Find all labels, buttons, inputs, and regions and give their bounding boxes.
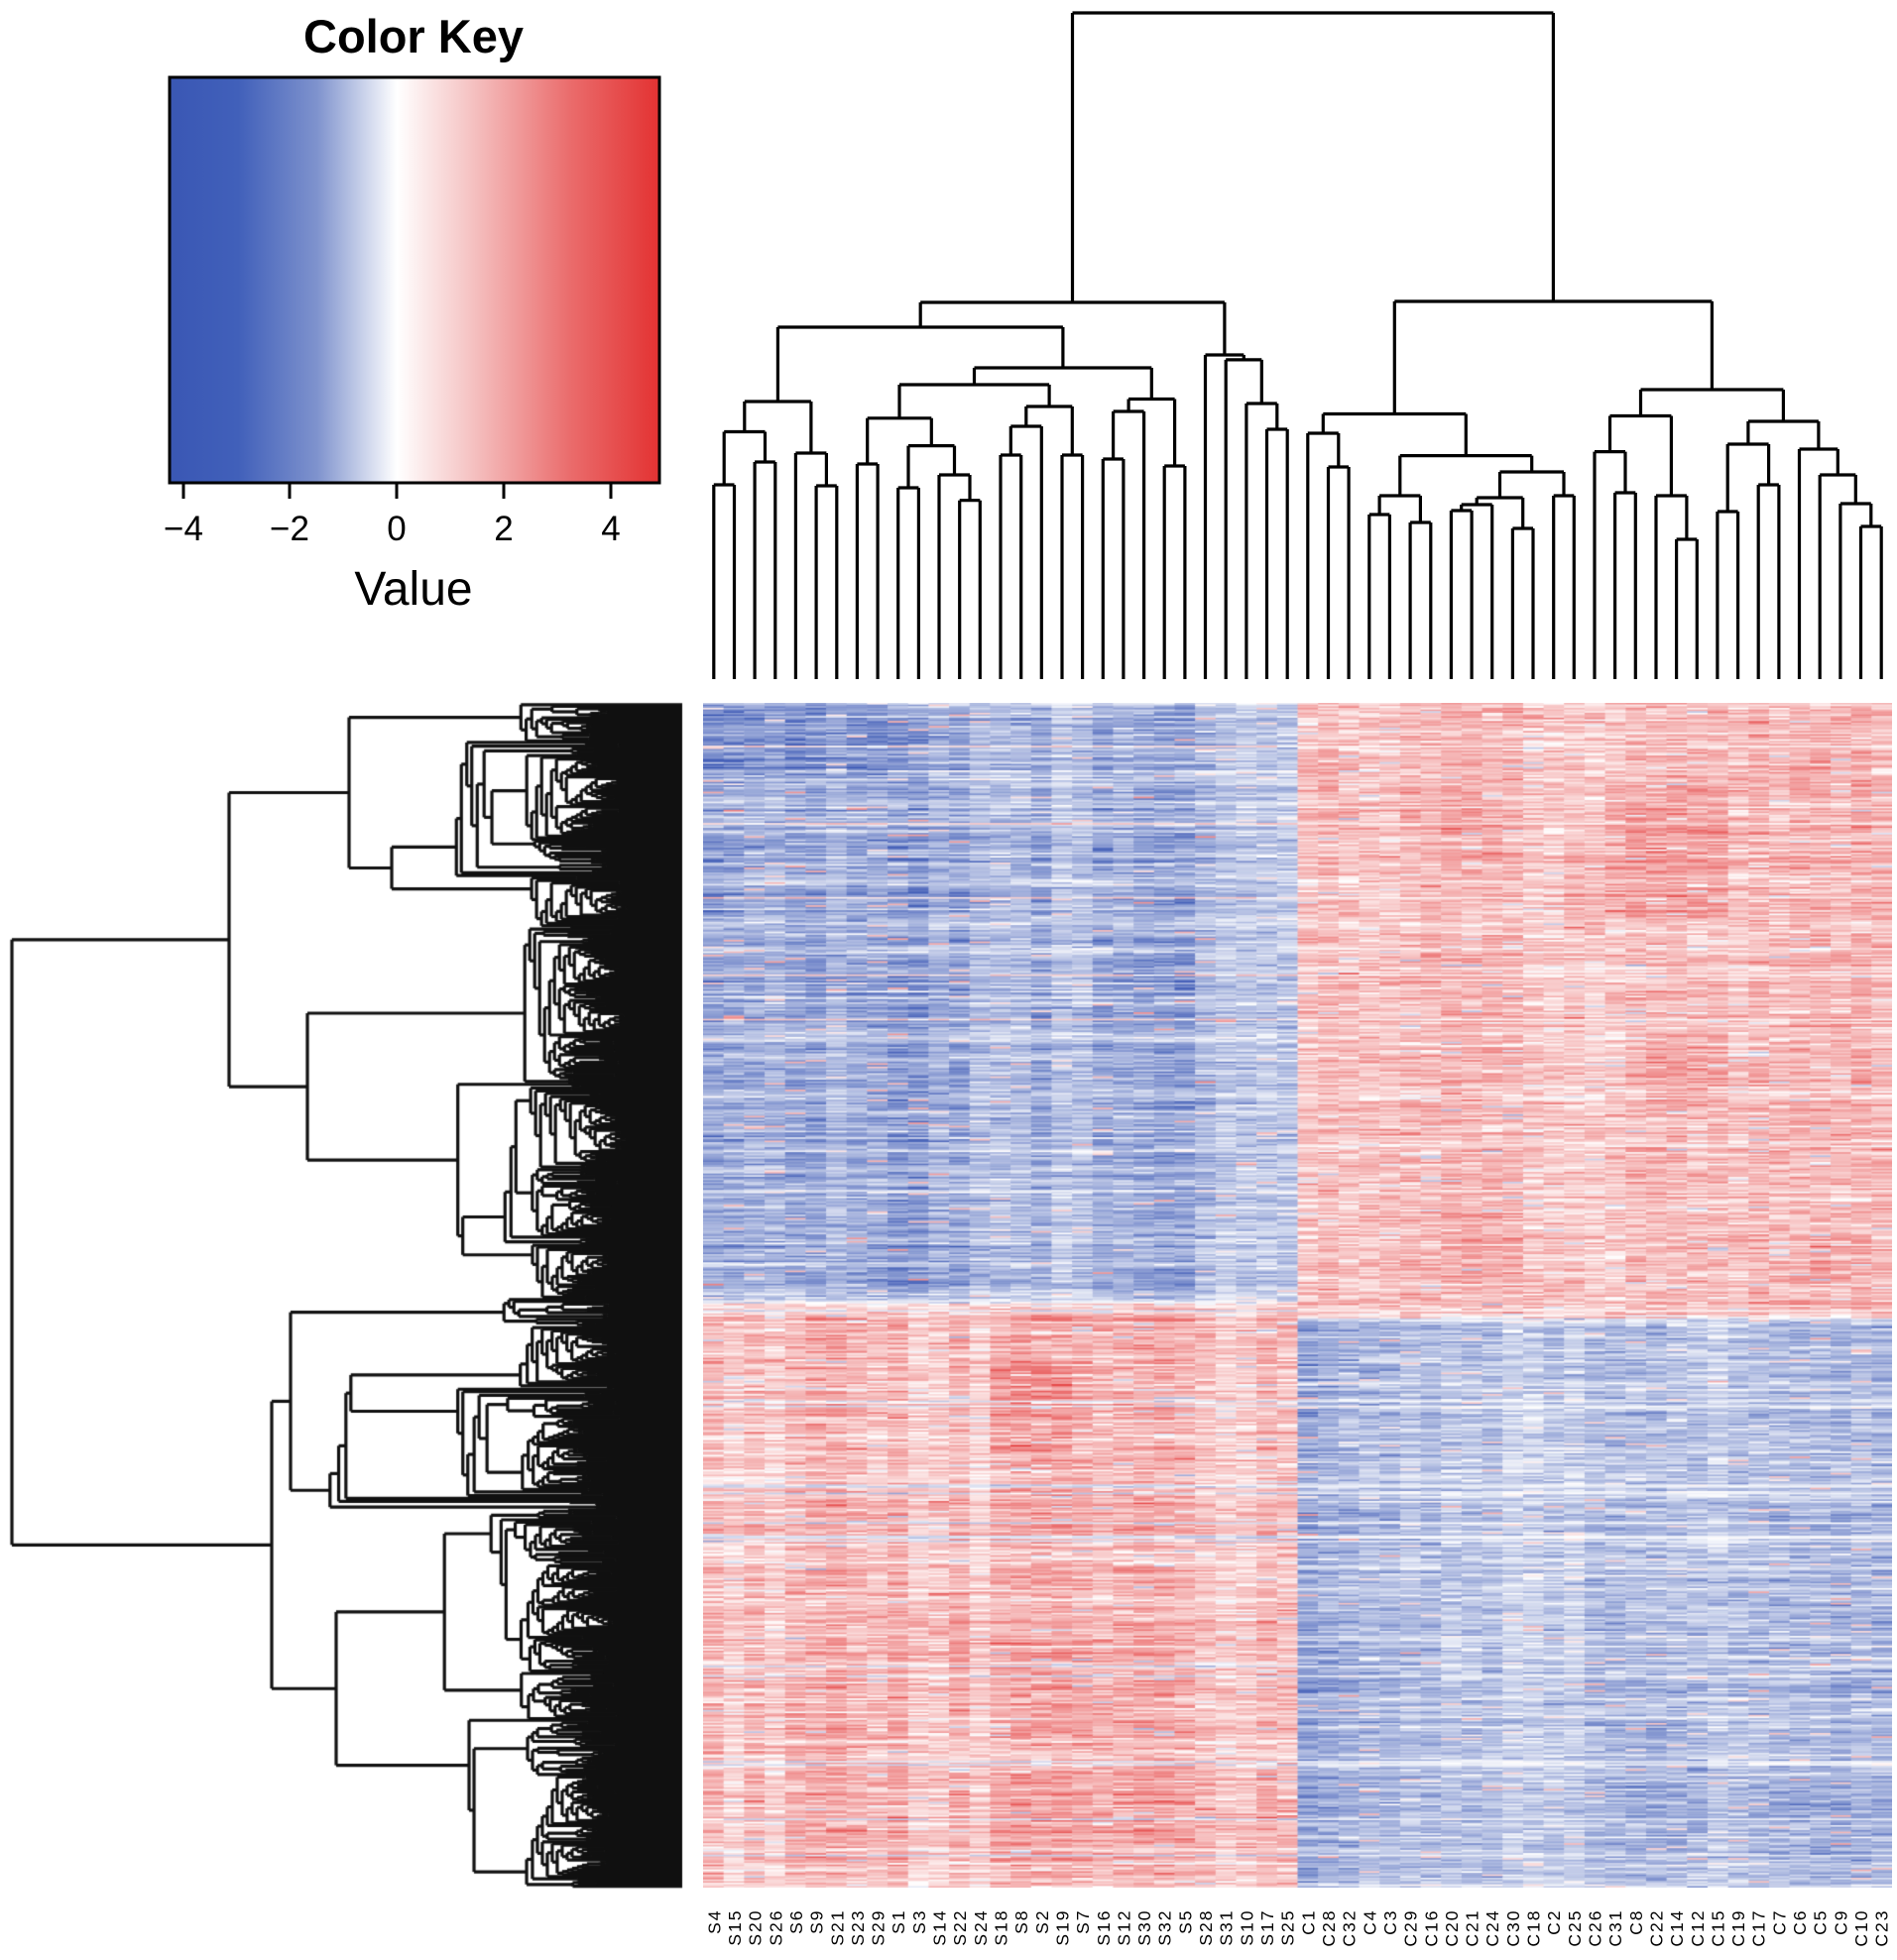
svg-text:C32: C32 bbox=[1340, 1909, 1360, 1947]
svg-text:Color Key: Color Key bbox=[303, 10, 524, 62]
svg-text:C25: C25 bbox=[1565, 1909, 1585, 1947]
svg-text:C8: C8 bbox=[1626, 1909, 1646, 1935]
svg-text:S15: S15 bbox=[725, 1909, 745, 1946]
svg-text:C4: C4 bbox=[1360, 1909, 1379, 1935]
svg-text:S14: S14 bbox=[930, 1909, 950, 1946]
svg-text:C15: C15 bbox=[1708, 1909, 1727, 1947]
svg-text:4: 4 bbox=[601, 510, 620, 548]
svg-text:C26: C26 bbox=[1585, 1909, 1604, 1947]
svg-text:−4: −4 bbox=[164, 510, 203, 548]
svg-text:C12: C12 bbox=[1688, 1909, 1708, 1947]
svg-text:S25: S25 bbox=[1278, 1909, 1298, 1946]
svg-text:C22: C22 bbox=[1646, 1909, 1666, 1947]
svg-text:C10: C10 bbox=[1851, 1909, 1871, 1947]
svg-text:C14: C14 bbox=[1667, 1909, 1687, 1947]
svg-text:S9: S9 bbox=[807, 1909, 827, 1934]
svg-text:S8: S8 bbox=[1011, 1909, 1031, 1934]
svg-text:Value: Value bbox=[354, 563, 472, 616]
svg-text:C23: C23 bbox=[1872, 1909, 1892, 1947]
svg-text:S32: S32 bbox=[1155, 1909, 1175, 1946]
svg-text:S3: S3 bbox=[909, 1909, 929, 1934]
svg-text:C31: C31 bbox=[1605, 1909, 1625, 1947]
svg-text:S28: S28 bbox=[1196, 1909, 1216, 1946]
svg-text:S26: S26 bbox=[766, 1909, 785, 1946]
svg-text:S20: S20 bbox=[746, 1909, 766, 1946]
svg-text:S7: S7 bbox=[1073, 1909, 1093, 1934]
svg-text:S6: S6 bbox=[786, 1909, 806, 1934]
svg-text:C24: C24 bbox=[1482, 1909, 1502, 1947]
svg-text:C2: C2 bbox=[1544, 1909, 1564, 1935]
svg-text:S21: S21 bbox=[827, 1909, 847, 1946]
svg-text:C19: C19 bbox=[1728, 1909, 1748, 1947]
svg-text:C30: C30 bbox=[1503, 1909, 1523, 1947]
svg-text:0: 0 bbox=[387, 510, 406, 548]
svg-text:S12: S12 bbox=[1114, 1909, 1133, 1946]
svg-text:C5: C5 bbox=[1811, 1909, 1831, 1935]
svg-text:C18: C18 bbox=[1524, 1909, 1544, 1947]
svg-text:C20: C20 bbox=[1442, 1909, 1462, 1947]
svg-text:S10: S10 bbox=[1237, 1909, 1256, 1946]
svg-text:C29: C29 bbox=[1401, 1909, 1421, 1947]
svg-text:C17: C17 bbox=[1749, 1909, 1769, 1947]
svg-text:S22: S22 bbox=[950, 1909, 970, 1946]
svg-text:S17: S17 bbox=[1257, 1909, 1277, 1946]
svg-text:S24: S24 bbox=[971, 1909, 991, 1946]
svg-text:S30: S30 bbox=[1134, 1909, 1154, 1946]
svg-text:−2: −2 bbox=[270, 510, 309, 548]
svg-text:C28: C28 bbox=[1319, 1909, 1339, 1947]
svg-text:S2: S2 bbox=[1032, 1909, 1052, 1934]
svg-text:C7: C7 bbox=[1769, 1909, 1789, 1935]
svg-text:2: 2 bbox=[494, 510, 513, 548]
svg-text:S1: S1 bbox=[889, 1909, 908, 1934]
svg-text:C9: C9 bbox=[1831, 1909, 1850, 1935]
svg-text:C1: C1 bbox=[1298, 1909, 1318, 1935]
svg-text:S18: S18 bbox=[991, 1909, 1010, 1946]
svg-text:S5: S5 bbox=[1175, 1909, 1195, 1934]
svg-text:S16: S16 bbox=[1094, 1909, 1114, 1946]
svg-text:S29: S29 bbox=[869, 1909, 889, 1946]
svg-text:S4: S4 bbox=[704, 1909, 724, 1934]
svg-text:S19: S19 bbox=[1052, 1909, 1072, 1946]
svg-text:C16: C16 bbox=[1421, 1909, 1441, 1947]
svg-text:S23: S23 bbox=[848, 1909, 868, 1946]
svg-text:C21: C21 bbox=[1463, 1909, 1482, 1947]
svg-text:C6: C6 bbox=[1790, 1909, 1810, 1935]
svg-text:C3: C3 bbox=[1380, 1909, 1400, 1935]
svg-text:S31: S31 bbox=[1217, 1909, 1237, 1946]
